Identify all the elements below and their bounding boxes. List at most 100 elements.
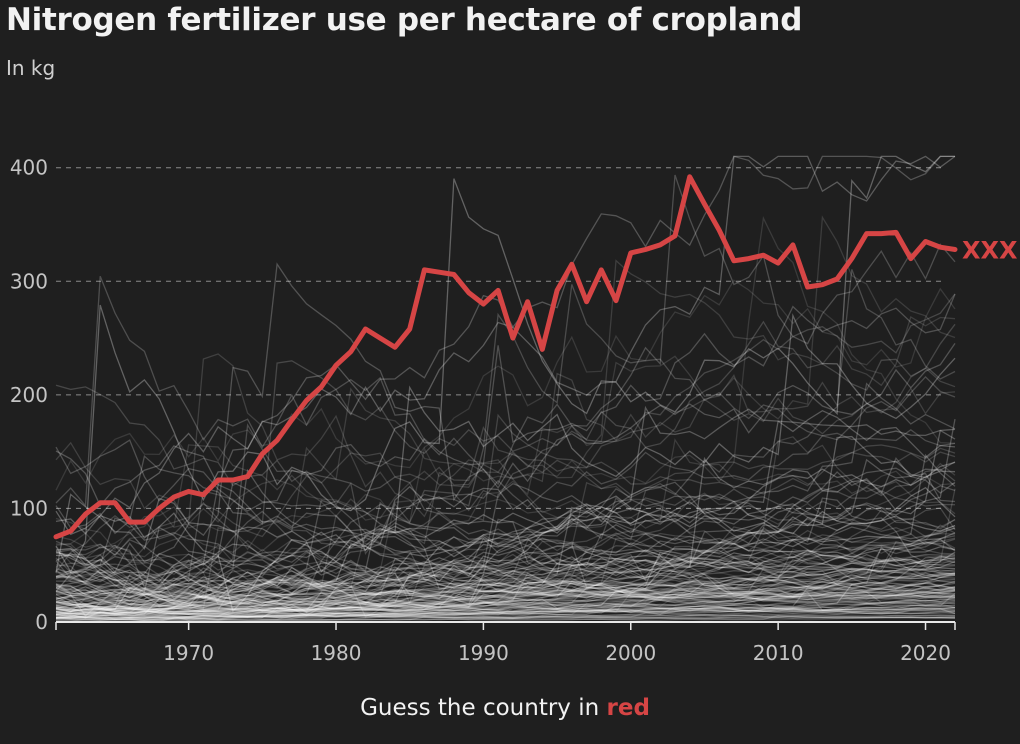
chart-subtitle: In kg xyxy=(6,56,56,80)
background-series-line xyxy=(55,588,956,611)
highlight-series-label: XXX xyxy=(962,236,1018,264)
gridlines xyxy=(56,167,945,509)
background-series-line xyxy=(55,589,956,619)
background-series-line xyxy=(55,293,956,512)
background-series-line xyxy=(55,560,956,611)
background-series-line xyxy=(55,584,956,612)
background-series-line xyxy=(55,595,956,617)
background-series-line xyxy=(55,497,956,600)
background-series-line xyxy=(55,519,956,599)
background-series-line xyxy=(55,501,956,594)
background-series-line xyxy=(55,293,956,573)
background-series-line xyxy=(55,586,956,617)
y-tick-label: 0 xyxy=(35,610,48,634)
background-series-line xyxy=(55,590,956,620)
background-series-line xyxy=(55,532,956,604)
background-series-line xyxy=(55,616,956,622)
background-series-line xyxy=(55,588,956,612)
background-series-line xyxy=(55,572,956,616)
background-series xyxy=(55,155,956,622)
background-series-line xyxy=(55,259,956,557)
background-series-line xyxy=(55,538,956,597)
background-series-line xyxy=(55,582,956,616)
background-series-line xyxy=(55,524,956,605)
y-tick-label: 400 xyxy=(10,156,48,180)
background-series-line xyxy=(55,591,956,614)
background-series-line xyxy=(55,420,956,585)
background-series-line xyxy=(55,606,956,620)
background-series-line xyxy=(55,564,956,612)
background-series-line xyxy=(55,581,956,616)
background-series-line xyxy=(55,436,956,587)
background-series-line xyxy=(55,593,956,617)
background-series-line xyxy=(55,488,956,610)
background-series-line xyxy=(56,382,956,567)
background-series-line xyxy=(55,557,956,613)
background-series-line xyxy=(55,606,956,620)
background-series-line xyxy=(55,554,956,609)
background-series-line xyxy=(55,269,956,596)
background-series-line xyxy=(55,612,956,620)
background-series-line xyxy=(55,593,956,617)
background-series-line xyxy=(55,615,956,622)
background-series-line xyxy=(55,612,956,620)
background-series-line xyxy=(55,607,956,619)
background-series-line xyxy=(55,216,956,551)
background-series-line xyxy=(55,548,956,612)
x-axis: 1970 1980 1990 2000 2010 2020 xyxy=(55,621,956,665)
background-series-line xyxy=(55,367,956,565)
background-series-line xyxy=(55,413,956,577)
background-series-line xyxy=(55,526,956,603)
background-series-line xyxy=(55,405,956,593)
background-series-line xyxy=(55,601,956,621)
background-series-line xyxy=(55,606,956,616)
background-series-line xyxy=(55,570,956,610)
background-series-line xyxy=(55,555,956,598)
background-series-line xyxy=(55,572,956,617)
x-tick-label: 1970 xyxy=(163,641,214,665)
background-series-line xyxy=(55,604,956,618)
background-series-line xyxy=(56,607,956,622)
background-series-line xyxy=(55,279,956,491)
background-series-line xyxy=(55,418,956,605)
background-series-line xyxy=(55,592,956,617)
background-series-line xyxy=(55,587,956,613)
guess-prompt-text: Guess the country in xyxy=(360,695,600,721)
background-series-line xyxy=(55,262,956,574)
background-series-line xyxy=(55,603,956,619)
background-series-line xyxy=(55,517,956,607)
background-series-line xyxy=(55,551,956,612)
background-series-line xyxy=(56,584,956,611)
background-series-line xyxy=(55,353,956,526)
background-series-line xyxy=(55,546,956,614)
background-series-line xyxy=(55,485,956,584)
background-series-line xyxy=(55,590,956,616)
background-series-line xyxy=(55,587,956,616)
background-series-line xyxy=(55,155,956,535)
background-series-line xyxy=(55,585,956,618)
background-series-line xyxy=(55,609,956,620)
background-series-line xyxy=(55,468,956,573)
chart-title: Nitrogen fertilizer use per hectare of c… xyxy=(6,2,803,38)
background-series-line xyxy=(55,428,956,574)
background-series-line xyxy=(55,556,956,613)
background-series-line xyxy=(55,215,956,551)
background-series-line xyxy=(55,603,956,617)
background-series-line xyxy=(56,610,956,621)
x-tick-label: 2000 xyxy=(605,641,656,665)
background-series-line xyxy=(55,615,956,622)
background-series-line xyxy=(55,541,956,614)
background-series-line xyxy=(55,589,956,615)
background-series-line xyxy=(55,537,956,612)
background-series-line xyxy=(55,426,956,619)
background-series-line xyxy=(55,537,956,600)
background-series-line xyxy=(55,590,956,613)
background-series-line xyxy=(55,387,956,569)
background-series-line xyxy=(55,438,956,577)
background-series-line xyxy=(55,616,956,622)
background-series-line xyxy=(55,607,956,621)
background-series-line xyxy=(55,565,956,610)
y-tick-label: 200 xyxy=(10,383,48,407)
background-series-line xyxy=(55,535,956,597)
background-series-line xyxy=(55,506,956,586)
